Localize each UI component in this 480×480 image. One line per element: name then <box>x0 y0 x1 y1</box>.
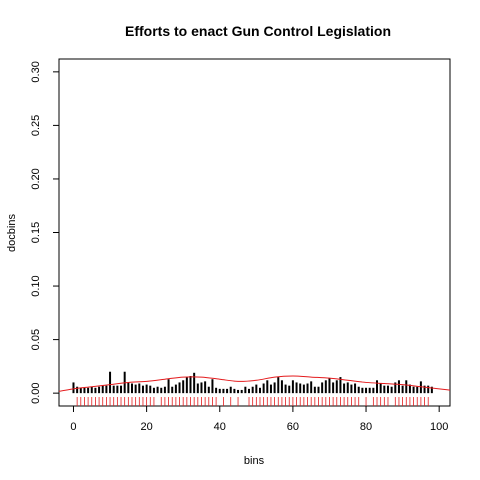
x-tick-label: 100 <box>430 421 448 433</box>
x-tick-label: 20 <box>140 421 152 433</box>
y-tick-label: 0.25 <box>30 115 42 136</box>
x-tick-label: 80 <box>360 421 372 433</box>
y-tick-label: 0.05 <box>30 329 42 350</box>
x-tick-label: 60 <box>287 421 299 433</box>
y-axis-label: docbins <box>6 214 18 252</box>
y-tick-label: 0.30 <box>30 61 42 82</box>
y-tick-label: 0.20 <box>30 168 42 189</box>
x-tick-label: 40 <box>214 421 226 433</box>
y-tick-label: 0.00 <box>30 382 42 403</box>
plot-frame <box>58 58 451 407</box>
x-axis-label: bins <box>244 455 265 467</box>
density-line <box>59 375 450 392</box>
chart-title: Efforts to enact Gun Control Legislation <box>125 23 391 39</box>
y-tick-label: 0.15 <box>30 222 42 243</box>
y-tick-label: 0.10 <box>30 275 42 296</box>
plot-area: 0 20 40 60 80 100 0.00 0.05 0.10 0.15 0.20 0.25 0.30 <box>30 61 450 433</box>
x-tick-label: 0 <box>70 421 76 433</box>
